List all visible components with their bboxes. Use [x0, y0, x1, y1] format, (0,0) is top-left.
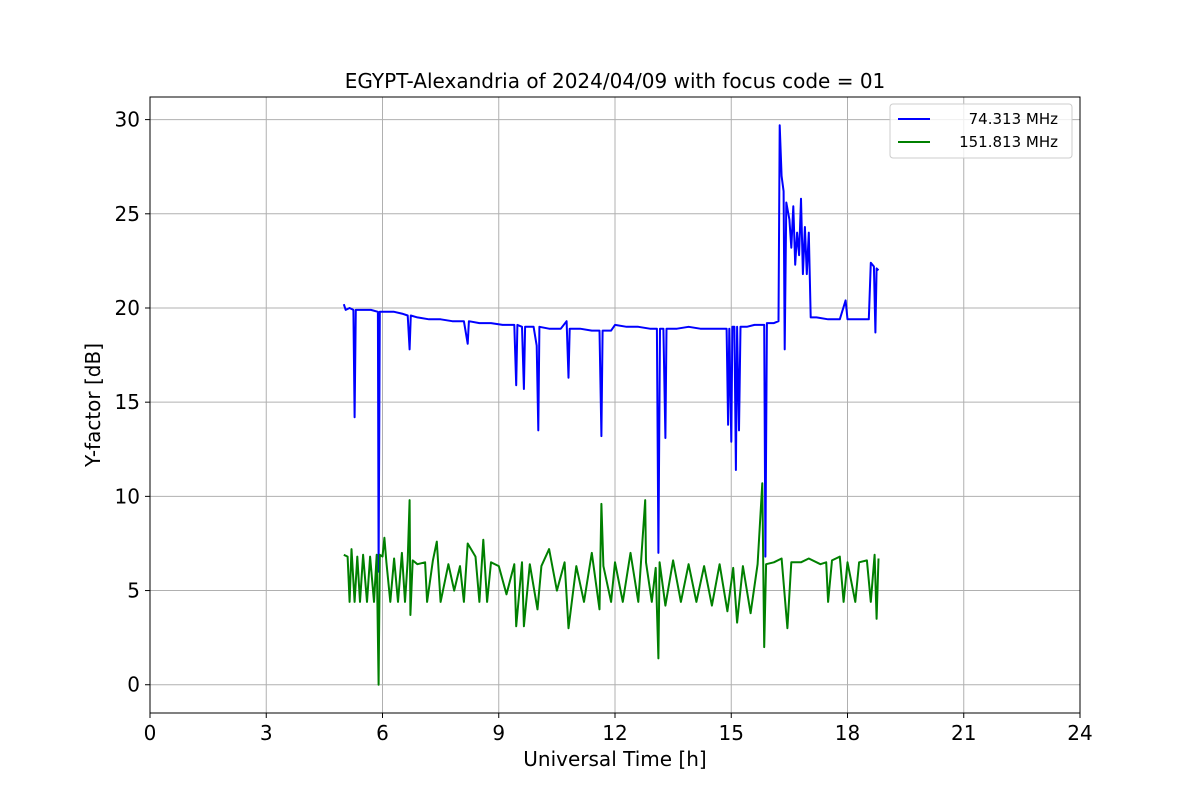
x-tick-label: 3: [260, 721, 273, 745]
y-axis-label: Y-factor [dB]: [81, 343, 105, 468]
y-tick-label: 0: [127, 673, 140, 697]
y-ticks: 0 5 10 15 20 25 30: [115, 108, 150, 697]
x-ticks: 0 3 6 9 12 15 18 21 24: [144, 713, 1093, 745]
x-tick-label: 12: [602, 721, 627, 745]
legend-label-1: 74.313 MHz: [969, 110, 1058, 128]
x-axis-label: Universal Time [h]: [523, 747, 706, 771]
series-layer: [342, 124, 880, 686]
y-tick-label: 30: [115, 108, 140, 132]
x-tick-label: 15: [719, 721, 744, 745]
legend-label-2: 151.813 MHz: [959, 133, 1058, 151]
x-tick-label: 6: [376, 721, 389, 745]
x-tick-label: 21: [951, 721, 976, 745]
y-tick-label: 15: [115, 390, 140, 414]
x-tick-label: 0: [144, 721, 157, 745]
series-line-2: [343, 482, 880, 686]
legend: 74.313 MHz 151.813 MHz: [889, 103, 1073, 159]
x-tick-label: 9: [492, 721, 505, 745]
y-tick-label: 10: [115, 484, 140, 508]
legend-box: [889, 103, 1073, 159]
series-line-1: [342, 124, 880, 573]
x-tick-label: 24: [1067, 721, 1092, 745]
grid: [149, 97, 1081, 713]
x-tick-label: 18: [835, 721, 860, 745]
y-tick-label: 25: [115, 202, 140, 226]
y-tick-label: 20: [115, 296, 140, 320]
chart-title: EGYPT-Alexandria of 2024/04/09 with focu…: [345, 69, 886, 93]
y-tick-label: 5: [127, 579, 140, 603]
